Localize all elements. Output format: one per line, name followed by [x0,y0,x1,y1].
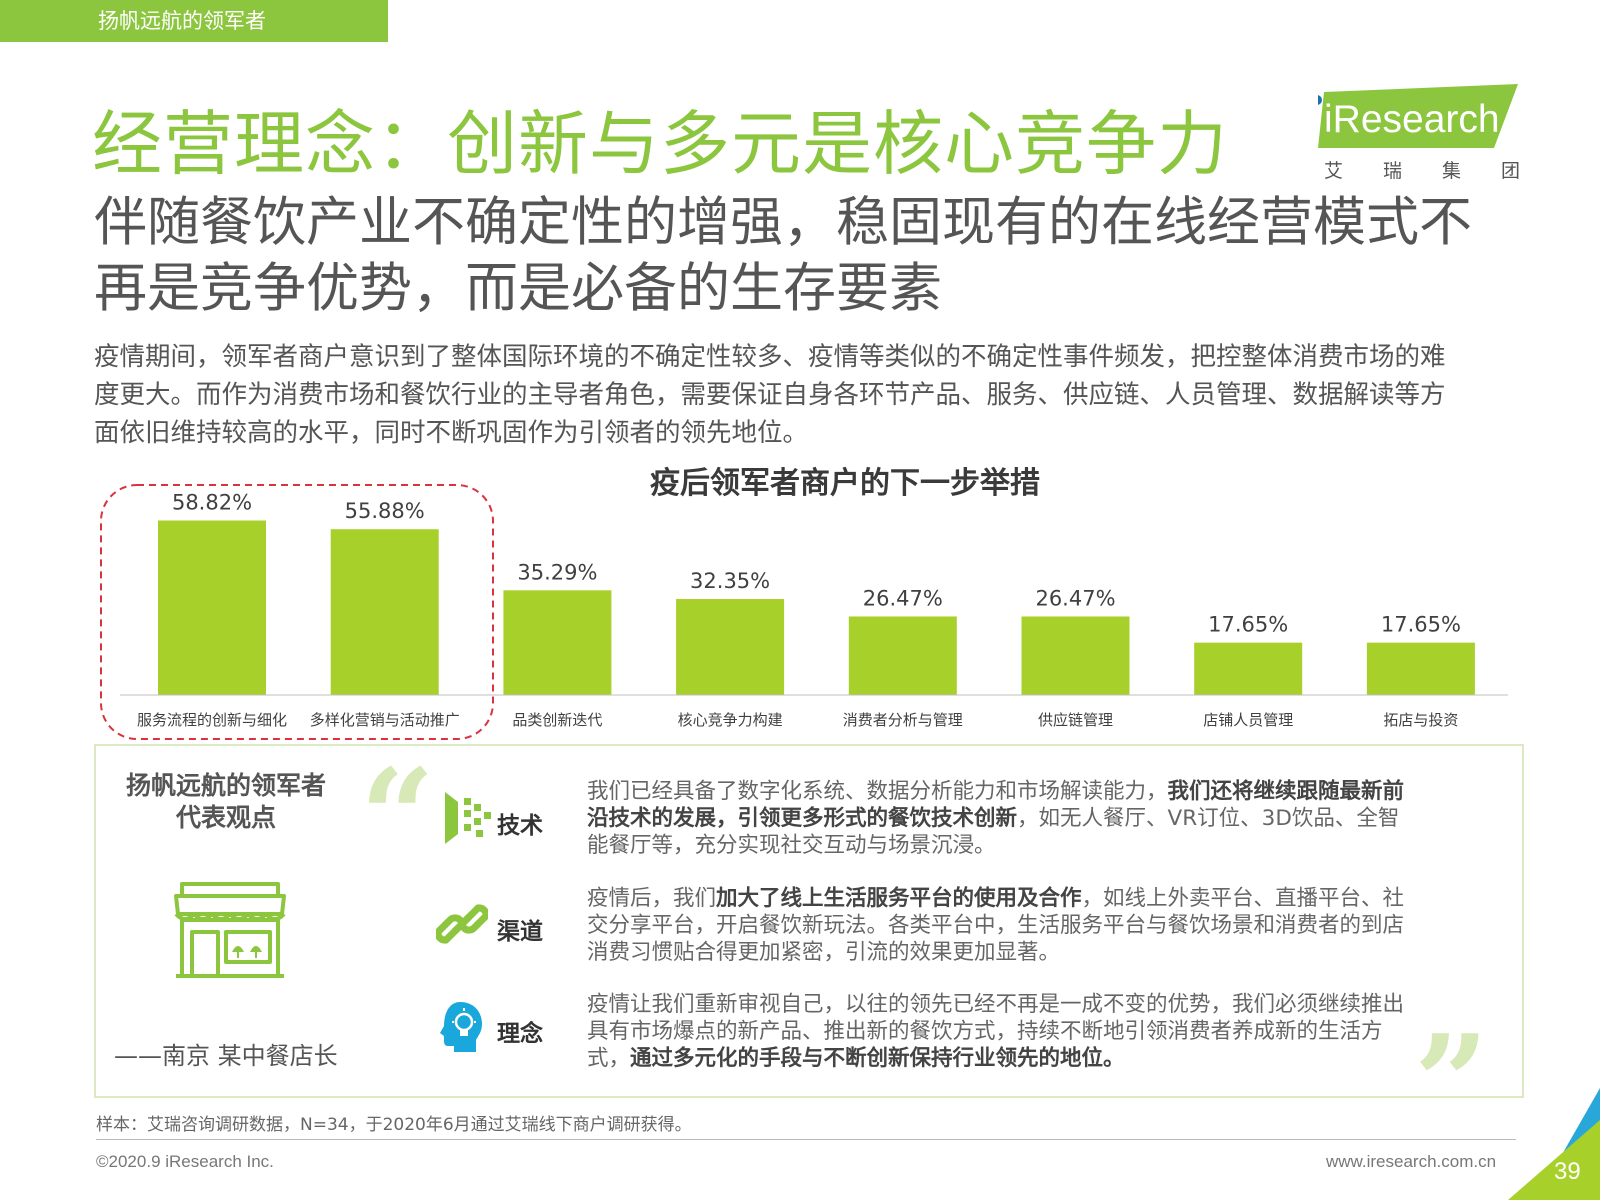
topic-line: 疫情让我们重新审视自己，以往的领先已经不再是一成不变的优势，我们必须继续推出 [587,991,1437,1018]
bar [1194,642,1303,695]
category-label: 服务流程的创新与细化 [137,711,287,729]
text-segment: 疫情让我们重新审视自己，以往的领先已经不再是一成不变的优势，我们必须继续推出 [587,992,1405,1017]
topic-line: 消费习惯贴合得更加紧密，引流的效果更加显著。 [587,939,1437,966]
chart-title: 疫后领军者商户的下一步举措 [650,466,1040,501]
category-label: 拓店与投资 [1383,711,1458,729]
logo-sub-char: 艾 [1324,160,1344,182]
bar-value-label: 58.82% [172,491,252,515]
text-segment: 能餐厅等，充分实现社交互动与场景沉浸。 [587,833,996,858]
bar-value-label: 26.47% [863,586,943,610]
logo-sub-char: 瑞 [1382,160,1402,182]
text-segment: ，如无人餐厅、VR订位、3D饮品、全智 [1017,806,1400,831]
page-title: 经营理念：创新与多元是核心竞争力 [92,103,1228,185]
logo-sub-char: 团 [1500,160,1520,182]
storefront-icon [174,882,286,978]
topic-line: 沿技术的发展，引领更多形式的餐饮技术创新，如无人餐厅、VR订位、3D饮品、全智 [587,805,1437,832]
copyright: ©2020.9 iResearch Inc. [96,1152,274,1171]
topic-line: 式，通过多元化的手段与不断创新保持行业领先的地位。 [587,1045,1437,1072]
topic-line: 我们已经具备了数字化系统、数据分析能力和市场解读能力，我们还将继续跟随最新前 [587,778,1437,805]
quote-source: ——南京 某中餐店长 [114,1042,338,1070]
bar [848,616,957,695]
category-label: 多样化营销与活动推广 [310,711,460,729]
logo-text: iResearch [1324,98,1500,141]
quote-heading-line: 扬帆远航的领军者 [125,771,326,800]
paragraph-line: 疫情期间，领军者商户意识到了整体国际环境的不确定性较多、疫情等类似的不确定性事件… [94,342,1446,372]
topic-text-channel: 疫情后，我们加大了线上生活服务平台的使用及合作，如线上外卖平台、直播平台、社 交… [587,885,1437,966]
text-segment: 消费习惯贴合得更加紧密，引流的效果更加显著。 [587,940,1061,965]
chain-link-icon [436,904,488,944]
topic-text-tech: 我们已经具备了数字化系统、数据分析能力和市场解读能力，我们还将继续跟随最新前 沿… [587,778,1437,859]
website-link[interactable]: www.iresearch.com.cn [1326,1152,1497,1171]
quote-heading: 扬帆远航的领军者 代表观点 [106,770,346,834]
corner-decoration [1508,1088,1600,1200]
text-segment: 式， [587,1046,631,1071]
subtitle: 伴随餐饮产业不确定性的增强，稳固现有的在线经营模式不 再是竞争优势，而是必备的生… [94,190,1534,322]
open-quote-icon: “ [360,740,435,893]
text-segment: 交分享平台，开启餐饮新玩法。各类平台中，生活服务平台与餐饮场景和消费者的到店 [587,913,1405,938]
bar [503,590,612,695]
bar-value-label: 17.65% [1381,613,1461,637]
subtitle-line: 再是竞争优势，而是必备的生存要素 [94,258,942,319]
paragraph-line: 面依旧维持较高的水平，同时不断巩固作为引领者的领先地位。 [94,418,809,448]
bar-value-label: 17.65% [1208,613,1288,637]
bar [676,599,785,695]
bar-value-label: 55.88% [345,499,425,523]
quote-box [94,744,1524,1098]
iresearch-logo: iResearch 艾 瑞 集 团 [1312,84,1520,184]
text-segment: 具有市场爆点的新产品、推出新的餐饮方式，持续不断地引领消费者养成新的生活方 [587,1019,1383,1044]
topic-text-idea: 疫情让我们重新审视自己，以往的领先已经不再是一成不变的优势，我们必须继续推出 具… [587,991,1437,1072]
sample-note: 样本：艾瑞咨询调研数据，N=34，于2020年6月通过艾瑞线下商户调研获得。 [96,1115,692,1135]
quote-heading-line: 代表观点 [175,803,276,832]
tech-icon [445,792,491,844]
section-tag: 扬帆远航的领军者 [0,0,388,42]
bar-value-label: 26.47% [1035,586,1115,610]
bar-value-label: 35.29% [517,560,597,584]
bar [1021,616,1130,695]
topic-label-idea: 理念 [497,1021,543,1047]
text-segment: ，如线上外卖平台、直播平台、社 [1081,886,1405,911]
head-bulb-icon [440,1002,482,1052]
intro-paragraph: 疫情期间，领军者商户意识到了整体国际环境的不确定性较多、疫情等类似的不确定性事件… [94,338,1524,452]
bar-value-label: 32.35% [690,569,770,593]
logo-subtitle: 艾 瑞 集 团 [1324,156,1520,183]
category-label: 供应链管理 [1038,711,1113,729]
bar [1366,642,1475,695]
topic-line: 具有市场爆点的新产品、推出新的餐饮方式，持续不断地引领消费者养成新的生活方 [587,1018,1437,1045]
text-segment: 疫情后，我们 [587,886,717,911]
bar [158,520,266,695]
text-segment: 我们已经具备了数字化系统、数据分析能力和市场解读能力， [587,779,1168,804]
category-label: 消费者分析与管理 [843,711,963,729]
bold-segment: 沿技术的发展，引领更多形式的餐饮技术创新 [587,806,1018,831]
paragraph-line: 度更大。而作为消费市场和餐饮行业的主导者角色，需要保证自身各环节产品、服务、供应… [94,380,1446,410]
category-label: 店铺人员管理 [1203,711,1293,729]
topic-label-channel: 渠道 [497,919,543,945]
page-number: 39 [1554,1158,1581,1185]
bold-segment: 通过多元化的手段与不断创新保持行业领先的地位。 [630,1046,1125,1071]
topic-label-tech: 技术 [497,813,543,839]
bold-segment: 我们还将继续跟随最新前 [1167,779,1405,804]
subtitle-line: 伴随餐饮产业不确定性的增强，稳固现有的在线经营模式不 [94,192,1472,253]
topic-line: 能餐厅等，充分实现社交互动与场景沉浸。 [587,832,1437,859]
bar [330,529,439,695]
highlight-dashed-frame [100,484,494,740]
topic-line: 疫情后，我们加大了线上生活服务平台的使用及合作，如线上外卖平台、直播平台、社 [587,885,1437,912]
bar-chart: 58.82% 服务流程的创新与细化 55.88% 多样化营销与活动推广 35.29% 品类… [100,484,1508,740]
logo-sub-char: 集 [1441,160,1461,182]
topic-line: 交分享平台，开启餐饮新玩法。各类平台中，生活服务平台与餐饮场景和消费者的到店 [587,912,1437,939]
category-label: 品类创新迭代 [512,711,602,729]
close-quote-icon: ” [1414,1006,1489,1159]
category-label: 核心竞争力构建 [678,711,783,729]
bold-segment: 加大了线上生活服务平台的使用及合作 [716,886,1082,911]
footer-divider [96,1139,1516,1140]
